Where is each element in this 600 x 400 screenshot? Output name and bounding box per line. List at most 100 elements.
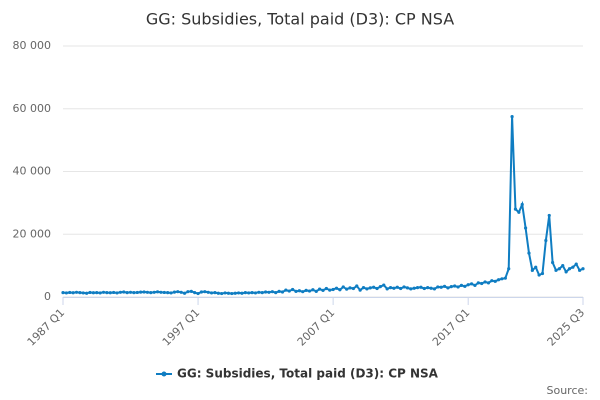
data-point bbox=[574, 262, 578, 266]
data-point bbox=[91, 291, 95, 295]
data-point bbox=[456, 285, 460, 289]
data-point bbox=[348, 286, 352, 290]
data-point bbox=[493, 279, 497, 283]
data-point bbox=[206, 290, 210, 294]
data-point bbox=[172, 290, 177, 294]
data-point bbox=[581, 267, 585, 271]
data-point bbox=[557, 267, 561, 271]
data-point bbox=[405, 286, 410, 290]
data-point bbox=[85, 291, 89, 295]
x-tick-label: 1987 Q1 bbox=[25, 306, 68, 349]
data-point bbox=[68, 290, 72, 295]
data-point bbox=[152, 290, 156, 294]
data-point bbox=[523, 226, 528, 230]
data-point bbox=[334, 286, 339, 290]
data-point bbox=[466, 283, 470, 287]
data-point bbox=[169, 291, 173, 295]
data-point bbox=[469, 282, 474, 286]
data-point bbox=[341, 285, 345, 289]
data-point bbox=[88, 290, 92, 295]
data-point bbox=[567, 267, 572, 271]
data-point bbox=[280, 290, 285, 294]
data-point bbox=[422, 286, 426, 291]
data-point bbox=[537, 273, 541, 277]
data-point bbox=[95, 291, 99, 295]
data-point bbox=[274, 291, 278, 295]
data-point bbox=[186, 290, 190, 294]
data-point bbox=[513, 207, 518, 211]
data-point bbox=[98, 291, 102, 295]
data-point bbox=[547, 213, 551, 218]
data-point bbox=[544, 238, 548, 243]
data-point bbox=[321, 288, 325, 293]
data-point bbox=[345, 287, 349, 291]
data-point bbox=[155, 290, 160, 294]
data-point bbox=[253, 291, 258, 295]
data-point bbox=[385, 287, 389, 291]
data-point bbox=[81, 291, 85, 295]
data-point bbox=[284, 288, 288, 292]
data-point bbox=[503, 276, 507, 280]
data-point bbox=[476, 281, 480, 285]
data-line bbox=[62, 116, 584, 295]
data-point bbox=[260, 291, 264, 295]
data-point bbox=[436, 285, 440, 289]
y-tick-label: 40 000 bbox=[13, 165, 52, 178]
data-point bbox=[328, 288, 332, 292]
data-point bbox=[291, 287, 295, 292]
data-point bbox=[209, 291, 214, 295]
data-point bbox=[324, 286, 328, 291]
data-point bbox=[378, 285, 383, 289]
data-point bbox=[159, 290, 163, 294]
data-point bbox=[520, 202, 524, 207]
x-tick-label: 2025 Q3 bbox=[545, 306, 588, 349]
data-point bbox=[118, 290, 123, 294]
data-point bbox=[372, 285, 376, 289]
legend-marker bbox=[161, 371, 167, 377]
data-point bbox=[490, 279, 494, 283]
data-point bbox=[453, 284, 457, 288]
data-point bbox=[314, 289, 318, 293]
data-point bbox=[473, 283, 477, 287]
data-point bbox=[112, 290, 116, 295]
data-point bbox=[571, 265, 575, 269]
data-point bbox=[297, 289, 301, 293]
data-point bbox=[486, 281, 491, 285]
data-point bbox=[540, 271, 545, 276]
data-point bbox=[179, 290, 183, 294]
data-point bbox=[105, 291, 109, 295]
data-point bbox=[220, 291, 224, 296]
data-point bbox=[415, 285, 420, 290]
data-point bbox=[527, 251, 531, 255]
data-point bbox=[122, 290, 126, 294]
data-point bbox=[402, 285, 406, 289]
data-point bbox=[115, 291, 119, 295]
data-point bbox=[128, 290, 133, 294]
data-point bbox=[412, 286, 416, 290]
data-point bbox=[409, 287, 413, 291]
data-point bbox=[429, 286, 433, 290]
legend-label: GG: Subsidies, Total paid (D3): CP NSA bbox=[177, 367, 439, 381]
data-point bbox=[307, 289, 312, 293]
data-point bbox=[392, 286, 396, 290]
data-point bbox=[500, 277, 504, 281]
data-point bbox=[213, 291, 217, 295]
data-point bbox=[101, 290, 106, 294]
data-point bbox=[216, 291, 220, 295]
data-point bbox=[355, 284, 359, 288]
chart-title: GG: Subsidies, Total paid (D3): CP NSA bbox=[146, 10, 454, 29]
data-point bbox=[480, 281, 484, 286]
data-point bbox=[270, 290, 274, 294]
data-point bbox=[338, 288, 342, 292]
data-point bbox=[365, 287, 369, 291]
data-point bbox=[277, 289, 281, 293]
data-point bbox=[267, 290, 271, 294]
y-tick-label: 80 000 bbox=[13, 39, 52, 52]
data-point bbox=[442, 284, 447, 288]
data-point bbox=[439, 285, 443, 289]
data-point bbox=[162, 290, 166, 295]
data-point bbox=[375, 286, 379, 291]
data-point bbox=[203, 290, 207, 294]
data-point bbox=[132, 291, 136, 295]
data-point bbox=[139, 290, 143, 294]
